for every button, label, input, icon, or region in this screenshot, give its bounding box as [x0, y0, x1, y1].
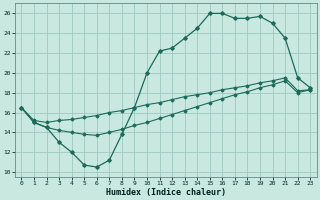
X-axis label: Humidex (Indice chaleur): Humidex (Indice chaleur) [106, 188, 226, 197]
